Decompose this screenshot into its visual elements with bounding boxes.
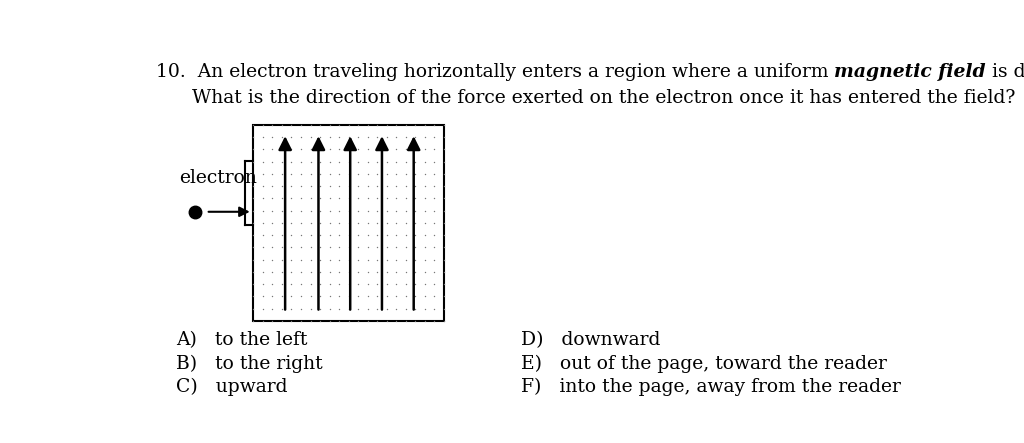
Text: magnetic field: magnetic field bbox=[835, 63, 986, 82]
Text: is directed upward.: is directed upward. bbox=[986, 63, 1024, 82]
Text: electron: electron bbox=[179, 169, 257, 187]
Text: C)   upward: C) upward bbox=[176, 377, 287, 396]
Text: D)   downward: D) downward bbox=[521, 331, 660, 349]
Text: F)   into the page, away from the reader: F) into the page, away from the reader bbox=[521, 377, 901, 396]
Text: What is the direction of the force exerted on the electron once it has entered t: What is the direction of the force exert… bbox=[156, 89, 1015, 107]
Text: 10.  An electron traveling horizontally enters a region where a uniform: 10. An electron traveling horizontally e… bbox=[156, 63, 835, 82]
Bar bbox=[253, 125, 443, 321]
Text: E)   out of the page, toward the reader: E) out of the page, toward the reader bbox=[521, 354, 887, 373]
Text: B)   to the right: B) to the right bbox=[176, 354, 323, 373]
Text: A)   to the left: A) to the left bbox=[176, 331, 307, 349]
